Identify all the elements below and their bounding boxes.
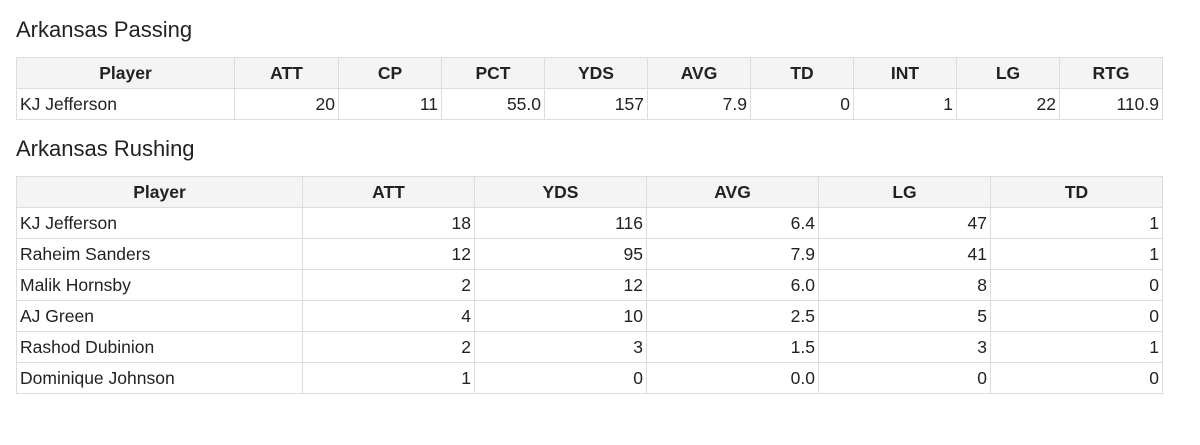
column-header: ATT	[234, 57, 339, 89]
column-header: Player	[16, 176, 303, 208]
column-header: TD	[990, 176, 1163, 208]
column-header: Player	[16, 57, 235, 89]
column-header: RTG	[1059, 57, 1163, 89]
data-row: Malik Hornsby 2 12 6.0 8 0	[16, 269, 1163, 301]
stat-cell: 4	[302, 300, 475, 332]
stat-cell: 6.4	[646, 207, 819, 239]
data-row: Dominique Johnson 1 0 0.0 0 0	[16, 362, 1163, 394]
column-header: INT	[853, 57, 957, 89]
stat-cell: 0	[990, 300, 1163, 332]
stat-cell: 1	[990, 207, 1163, 239]
header-row: Player ATT YDS AVG LG TD	[16, 176, 1163, 208]
data-row: KJ Jefferson 18 116 6.4 47 1	[16, 207, 1163, 239]
header-row: Player ATT CP PCT YDS AVG TD INT LG RTG	[16, 57, 1163, 89]
player-name: Dominique Johnson	[16, 362, 303, 394]
stat-cell: 2	[302, 331, 475, 363]
section-title: Arkansas Rushing	[16, 136, 195, 161]
player-name: KJ Jefferson	[16, 88, 235, 120]
stat-cell: 1	[990, 238, 1163, 270]
stat-cell: 0	[990, 362, 1163, 394]
stat-cell: 0	[474, 362, 647, 394]
player-name: KJ Jefferson	[16, 207, 303, 239]
column-header: YDS	[474, 176, 647, 208]
stat-cell: 116	[474, 207, 647, 239]
column-header: LG	[956, 57, 1060, 89]
column-header: AVG	[646, 176, 819, 208]
content: Arkansas Passing Player ATT CP PCT YDS AVG TD IN…	[16, 17, 1163, 394]
stat-cell: 6.0	[646, 269, 819, 301]
stat-cell: 55.0	[441, 88, 545, 120]
data-row: Rashod Dubinion 2 3 1.5 3 1	[16, 331, 1163, 363]
stat-cell: 8	[818, 269, 991, 301]
stat-cell: 0	[750, 88, 854, 120]
stat-cell: 47	[818, 207, 991, 239]
stat-cell: 0	[990, 269, 1163, 301]
column-header: TD	[750, 57, 854, 89]
column-header: ATT	[302, 176, 475, 208]
stat-cell: 20	[234, 88, 339, 120]
column-header: AVG	[647, 57, 751, 89]
stat-cell: 18	[302, 207, 475, 239]
stat-cell: 5	[818, 300, 991, 332]
player-name: Raheim Sanders	[16, 238, 303, 270]
stat-cell: 7.9	[647, 88, 751, 120]
stat-cell: 41	[818, 238, 991, 270]
stat-cell: 11	[338, 88, 442, 120]
stat-cell: 157	[544, 88, 648, 120]
stat-cell: 0	[818, 362, 991, 394]
player-name: Malik Hornsby	[16, 269, 303, 301]
stat-cell: 95	[474, 238, 647, 270]
stat-cell: 3	[474, 331, 647, 363]
stat-cell: 22	[956, 88, 1060, 120]
column-header: PCT	[441, 57, 545, 89]
stat-cell: 0.0	[646, 362, 819, 394]
data-row: AJ Green 4 10 2.5 5 0	[16, 300, 1163, 332]
stat-cell: 2.5	[646, 300, 819, 332]
stat-cell: 7.9	[646, 238, 819, 270]
stat-cell: 1	[853, 88, 957, 120]
data-row: KJ Jefferson 20 11 55.0 157 7.9 0 1 22 110.9	[16, 88, 1163, 120]
stats-table: Player ATT YDS AVG LG TD KJ Jefferson 18 116 6.4 4…	[16, 176, 1163, 394]
stat-cell: 10	[474, 300, 647, 332]
player-name: Rashod Dubinion	[16, 331, 303, 363]
column-header: LG	[818, 176, 991, 208]
stat-cell: 110.9	[1059, 88, 1163, 120]
column-header: YDS	[544, 57, 648, 89]
stat-cell: 12	[302, 238, 475, 270]
stat-cell: 2	[302, 269, 475, 301]
section-title: Arkansas Passing	[16, 17, 193, 42]
stat-cell: 12	[474, 269, 647, 301]
player-name: AJ Green	[16, 300, 303, 332]
stat-cell: 3	[818, 331, 991, 363]
column-header: CP	[338, 57, 442, 89]
stat-cell: 1	[302, 362, 475, 394]
data-row: Raheim Sanders 12 95 7.9 41 1	[16, 238, 1163, 270]
stat-cell: 1.5	[646, 331, 819, 363]
stat-cell: 1	[990, 331, 1163, 363]
stats-table: Player ATT CP PCT YDS AVG TD INT LG RTG KJ Jeffers…	[16, 57, 1163, 120]
